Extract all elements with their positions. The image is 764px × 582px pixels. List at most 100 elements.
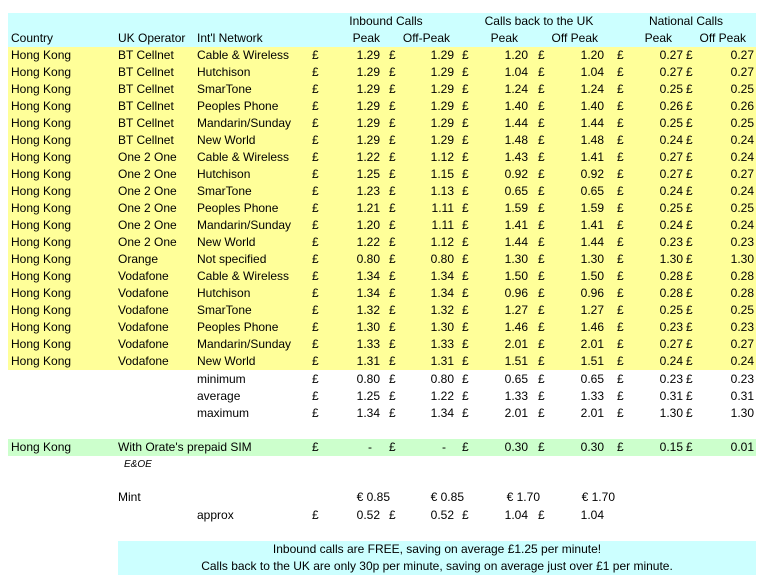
stat-value: 1.30 (730, 406, 754, 420)
currency-symbol: £ (617, 406, 624, 420)
currency-symbol: £ (617, 99, 624, 113)
currency-symbol: £ (462, 337, 469, 351)
network-cell: Mandarin/Sunday (197, 337, 292, 351)
rate-cell: 1.50 (580, 269, 604, 283)
currency-symbol: £ (312, 269, 319, 283)
currency-symbol: £ (312, 201, 319, 215)
rate-cell: 1.24 (580, 82, 604, 96)
currency-symbol: £ (389, 167, 396, 181)
eoe-note: E&OE (124, 459, 152, 470)
table-row: Hong Kong One 2 One SmarTone £1.23 £1.13 £0.6… (8, 183, 756, 200)
currency-symbol: £ (462, 252, 469, 266)
country-cell: Hong Kong (11, 167, 72, 181)
rate-cell: 1.30 (430, 320, 454, 334)
operator-cell: BT Cellnet (118, 65, 174, 79)
rate-cell: 0.25 (730, 201, 754, 215)
rate-cell: 1.40 (580, 99, 604, 113)
rate-cell: 0.25 (659, 303, 683, 317)
rate-cell: 1.31 (356, 354, 380, 368)
country-cell: Hong Kong (11, 133, 72, 147)
rate-cell: 1.41 (580, 150, 604, 164)
header-network: Int'l Network (197, 31, 263, 45)
rate-cell: 1.04 (580, 65, 604, 79)
rate-cell: 1.41 (580, 218, 604, 232)
rate-cell: 0.96 (504, 286, 528, 300)
rate-cell: 0.24 (659, 354, 683, 368)
currency-symbol: £ (686, 303, 693, 317)
currency-symbol: £ (462, 320, 469, 334)
currency-symbol: £ (538, 303, 545, 317)
rate-cell: 0.24 (730, 133, 754, 147)
currency-symbol: £ (389, 184, 396, 198)
currency-symbol: £ (462, 167, 469, 181)
rate-cell: 1.20 (580, 48, 604, 62)
currency-symbol: £ (538, 218, 545, 232)
currency-symbol: £ (389, 406, 396, 420)
rate-cell: 0.24 (659, 184, 683, 198)
currency-symbol: £ (312, 65, 319, 79)
rate-cell: 0.27 (730, 167, 754, 181)
rate-cell: 0.26 (730, 99, 754, 113)
rate-cell: 0.28 (659, 269, 683, 283)
operator-cell: BT Cellnet (118, 133, 174, 147)
currency-symbol: £ (538, 184, 545, 198)
rate-cell: 1.44 (504, 235, 528, 249)
rate-cell: 1.41 (504, 218, 528, 232)
currency-symbol: £ (389, 354, 396, 368)
rate-cell: 0.28 (730, 269, 754, 283)
currency-symbol: £ (462, 389, 469, 403)
table-row: Hong Kong Vodafone New World £1.31 £1.31 £1.5… (8, 353, 756, 370)
rate-cell: 0.27 (659, 48, 683, 62)
currency-symbol: £ (312, 320, 319, 334)
currency-symbol: £ (538, 406, 545, 420)
mint-euro-value: € 0.85 (430, 490, 464, 504)
rate-cell: 1.30 (580, 252, 604, 266)
currency-symbol: £ (538, 99, 545, 113)
currency-symbol: £ (617, 354, 624, 368)
currency-symbol: £ (389, 99, 396, 113)
operator-cell: BT Cellnet (118, 48, 174, 62)
rate-cell: 1.46 (504, 320, 528, 334)
table-row: Hong Kong One 2 One Peoples Phone £1.21 £1.1… (8, 200, 756, 217)
rate-cell: 1.12 (430, 150, 454, 164)
operator-cell: One 2 One (118, 235, 177, 249)
operator-cell: One 2 One (118, 201, 177, 215)
stat-value: 0.80 (356, 372, 380, 386)
currency-symbol: £ (617, 116, 624, 130)
rate-cell: 0.27 (730, 65, 754, 79)
operator-cell: Vodafone (118, 303, 169, 317)
savings-note-line-1: Inbound calls are FREE, saving on averag… (272, 542, 602, 556)
currency-symbol: £ (389, 82, 396, 96)
header-col-4: Off-Peak (402, 31, 450, 45)
currency-symbol: £ (617, 167, 624, 181)
orate-value: 0.01 (730, 440, 754, 454)
network-cell: Hutchison (197, 167, 251, 181)
stat-value: 0.23 (730, 372, 754, 386)
rate-cell: 2.01 (580, 337, 604, 351)
rate-cell: 0.25 (659, 116, 683, 130)
currency-symbol: £ (312, 252, 319, 266)
currency-symbol: £ (312, 508, 319, 522)
rate-cell: 0.28 (730, 286, 754, 300)
rate-cell: 0.92 (580, 167, 604, 181)
approx-value: 1.04 (504, 508, 528, 522)
currency-symbol: £ (389, 201, 396, 215)
table-row: Hong Kong Vodafone Peoples Phone £1.30 £1.30… (8, 319, 756, 336)
stat-value: 0.23 (659, 372, 683, 386)
rate-cell: 1.48 (580, 133, 604, 147)
country-cell: Hong Kong (11, 286, 72, 300)
currency-symbol: £ (617, 150, 624, 164)
currency-symbol: £ (538, 320, 545, 334)
network-cell: SmarTone (197, 184, 252, 198)
currency-symbol: £ (686, 99, 693, 113)
stat-value: 2.01 (504, 406, 528, 420)
currency-symbol: £ (538, 286, 545, 300)
currency-symbol: £ (617, 303, 624, 317)
currency-symbol: £ (617, 286, 624, 300)
table-row: Hong Kong BT Cellnet Cable & Wireless £1.29… (8, 47, 756, 64)
rate-cell: 0.27 (659, 167, 683, 181)
currency-symbol: £ (686, 389, 693, 403)
rate-cell: 0.80 (356, 252, 380, 266)
currency-symbol: £ (312, 389, 319, 403)
rate-cell: 1.22 (356, 235, 380, 249)
